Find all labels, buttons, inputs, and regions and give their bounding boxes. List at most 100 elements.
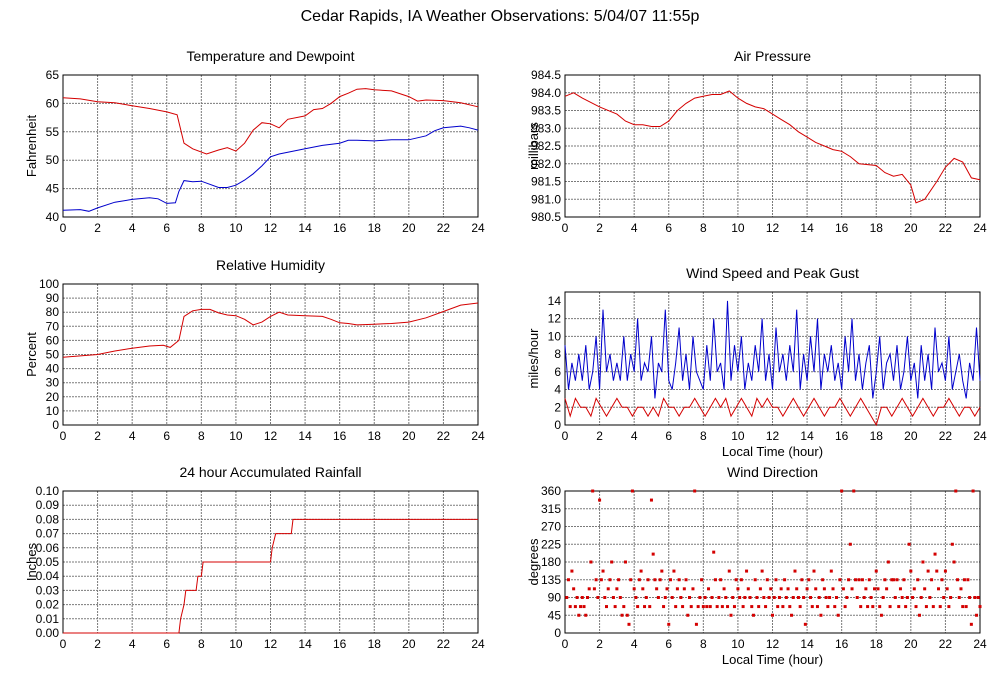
data-point <box>847 578 851 582</box>
data-point <box>850 587 854 591</box>
data-point <box>594 578 598 582</box>
x-tick-label: 20 <box>904 221 918 235</box>
data-point <box>949 596 953 599</box>
data-point <box>731 596 735 599</box>
x-tick-label: 14 <box>298 429 312 443</box>
data-point <box>668 578 672 582</box>
data-point <box>826 605 830 609</box>
x-tick-label: 18 <box>368 221 382 235</box>
data-point <box>831 587 835 591</box>
data-point <box>715 605 719 609</box>
data-point <box>579 605 583 609</box>
plot-frame <box>62 283 479 426</box>
x-tick-label: 10 <box>731 221 745 235</box>
y-tick-label: 0.02 <box>36 598 60 612</box>
data-point <box>712 550 716 554</box>
x-tick-label: 16 <box>333 429 347 443</box>
data-point <box>587 587 591 591</box>
x-tick-label: 20 <box>904 637 918 651</box>
x-tick-label: 14 <box>800 637 814 651</box>
x-tick-label: 22 <box>939 637 953 651</box>
x-tick-label: 10 <box>229 637 243 651</box>
x-tick-label: 24 <box>973 221 987 235</box>
data-point <box>791 596 795 599</box>
page-title: Cedar Rapids, IA Weather Observations: 5… <box>300 8 700 25</box>
plot-frame <box>564 74 981 218</box>
data-point <box>909 569 913 573</box>
data-point <box>924 605 928 609</box>
data-point <box>613 605 617 609</box>
data-point <box>710 596 714 599</box>
data-point <box>786 587 790 591</box>
data-point <box>745 569 749 573</box>
data-point <box>663 596 667 599</box>
data-point <box>814 587 818 591</box>
x-tick-label: 2 <box>596 637 603 651</box>
x-tick-label: 12 <box>766 221 780 235</box>
data-point <box>788 605 792 609</box>
y-tick-label: 12 <box>548 312 562 326</box>
data-point <box>855 596 859 599</box>
data-point <box>694 622 698 626</box>
data-point <box>897 605 901 609</box>
data-point <box>713 578 717 582</box>
data-point <box>741 605 745 609</box>
data-point <box>603 596 607 599</box>
x-tick-label: 4 <box>631 429 638 443</box>
series-line-2 <box>62 125 479 212</box>
data-point <box>802 596 806 599</box>
x-tick-label: 4 <box>129 429 136 443</box>
data-point <box>719 578 723 582</box>
data-point <box>591 489 595 493</box>
data-point <box>810 605 814 609</box>
data-point <box>601 569 605 573</box>
y-tick-label: 30 <box>46 376 60 390</box>
y-tick-label: 14 <box>548 294 562 308</box>
x-tick-label: 12 <box>264 221 278 235</box>
data-point <box>919 596 923 599</box>
data-point <box>700 578 704 582</box>
data-point <box>707 587 711 591</box>
data-point <box>869 596 873 599</box>
y-tick-label: 270 <box>541 520 561 534</box>
data-point <box>860 578 864 582</box>
chart-title: Temperature and Dewpoint <box>186 48 354 64</box>
data-point <box>565 596 569 599</box>
data-point <box>822 587 826 591</box>
x-axis-label: Local Time (hour) <box>722 444 823 459</box>
data-point <box>566 578 570 582</box>
y-axis-label: Inches <box>24 542 39 581</box>
data-point <box>879 613 883 617</box>
x-tick-label: 20 <box>402 221 416 235</box>
y-tick-label: 315 <box>541 502 561 516</box>
x-tick-label: 2 <box>596 221 603 235</box>
y-tick-label: 983.5 <box>531 104 561 118</box>
data-point <box>720 605 724 609</box>
data-point <box>969 622 973 626</box>
data-point <box>610 560 614 564</box>
y-tick-label: 100 <box>39 277 59 291</box>
data-point <box>573 605 577 609</box>
chart-title: 24 hour Accumulated Rainfall <box>179 464 361 480</box>
data-point <box>873 587 877 591</box>
y-tick-label: 982.5 <box>531 139 561 153</box>
data-point <box>762 596 766 599</box>
chart-title: Relative Humidity <box>216 257 325 273</box>
data-point <box>727 569 731 573</box>
data-point <box>942 596 946 599</box>
y-tick-label: 10 <box>548 329 562 343</box>
data-point <box>931 605 935 609</box>
x-tick-label: 18 <box>870 221 884 235</box>
x-tick-label: 14 <box>298 221 312 235</box>
x-tick-label: 6 <box>665 429 672 443</box>
y-tick-label: 0 <box>554 626 561 640</box>
data-point <box>684 578 688 582</box>
data-point <box>580 596 584 599</box>
data-point <box>867 578 871 582</box>
data-point <box>935 569 939 573</box>
data-point <box>738 596 742 599</box>
data-point <box>895 578 899 582</box>
data-point <box>630 489 634 493</box>
